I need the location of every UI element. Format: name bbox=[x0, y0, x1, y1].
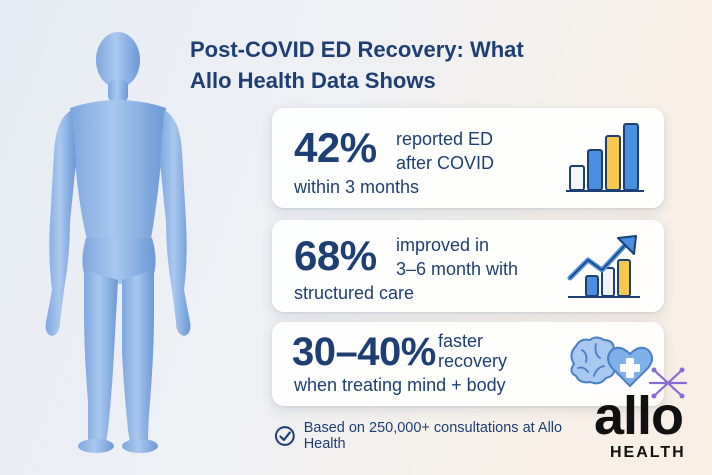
footnote: Based on 250,000+ consultations at Allo … bbox=[274, 420, 604, 452]
stat-desc-line-1: faster bbox=[438, 331, 484, 351]
stat-desc-line-3: within 3 months bbox=[294, 177, 420, 197]
brand-name: allo bbox=[594, 386, 684, 446]
stat-desc-line-3: structured care bbox=[294, 283, 415, 303]
title-line-1: Post-COVID ED Recovery: What bbox=[190, 37, 524, 62]
stat-desc-line-3: when treating mind + body bbox=[294, 375, 506, 395]
title-line-2: Allo Health Data Shows bbox=[190, 68, 436, 93]
brand-sub: HEALTH bbox=[610, 444, 686, 461]
stat-desc-line-2: recovery bbox=[438, 351, 508, 371]
sparkle-icon bbox=[648, 367, 688, 399]
human-figure-illustration bbox=[45, 32, 191, 453]
stat-desc-line-2: 3–6 month with bbox=[396, 259, 519, 279]
check-circle-icon bbox=[274, 426, 295, 446]
stat-desc-line-1: reported ED bbox=[396, 129, 494, 149]
stat-value: 30–40% bbox=[292, 330, 436, 374]
trending-up-chart-icon bbox=[567, 235, 640, 298]
bar-chart-icon bbox=[566, 123, 644, 192]
stat-value: 42% bbox=[294, 124, 377, 171]
heart-icon bbox=[607, 346, 653, 388]
stat-card-faster-recovery: 30–40% faster recovery when treating min… bbox=[272, 322, 664, 406]
brand-logo: allo HEALTH bbox=[590, 366, 710, 471]
stat-value: 68% bbox=[294, 232, 377, 279]
stat-card-improved-with-care: 68% improved in 3–6 month with structure… bbox=[272, 220, 664, 312]
footnote-text: Based on 250,000+ consultations at Allo … bbox=[303, 420, 563, 452]
stat-desc-line-1: improved in bbox=[396, 235, 490, 255]
brain-heart-icon bbox=[570, 336, 653, 388]
page-title: Post-COVID ED Recovery: What Allo Health… bbox=[190, 34, 620, 96]
stat-card-ed-after-covid: 42% reported ED after COVID within 3 mon… bbox=[272, 108, 664, 208]
stat-desc-line-2: after COVID bbox=[396, 153, 495, 173]
